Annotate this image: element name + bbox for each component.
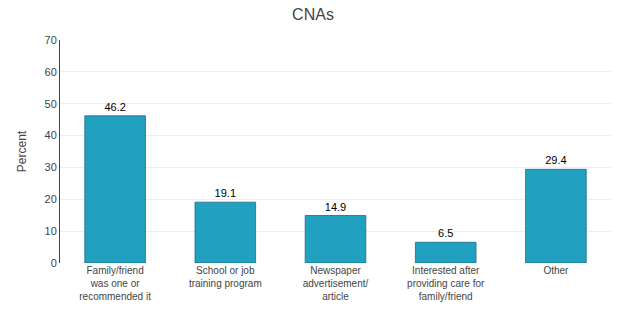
svg-text:14.9: 14.9 <box>325 201 346 213</box>
svg-text:Other: Other <box>543 265 569 276</box>
svg-text:Interested afterproviding care: Interested afterproviding care forfamily… <box>407 265 485 302</box>
svg-text:CNAs: CNAs <box>292 6 334 23</box>
svg-text:70: 70 <box>45 34 57 46</box>
svg-text:60: 60 <box>45 66 57 78</box>
svg-text:Newspaperadvertisement/article: Newspaperadvertisement/article <box>303 265 369 302</box>
svg-text:50: 50 <box>45 98 57 110</box>
svg-text:20: 20 <box>45 193 57 205</box>
svg-text:Family/friendwas one orrecomme: Family/friendwas one orrecommended it <box>79 265 151 302</box>
svg-text:Percent: Percent <box>15 130 29 172</box>
svg-text:29.4: 29.4 <box>545 154 566 166</box>
svg-text:19.1: 19.1 <box>215 187 236 199</box>
svg-text:0: 0 <box>51 257 57 269</box>
svg-text:40: 40 <box>45 129 57 141</box>
svg-text:6.5: 6.5 <box>438 227 453 239</box>
svg-text:30: 30 <box>45 161 57 173</box>
svg-text:School or jobtraining program: School or jobtraining program <box>189 265 262 289</box>
svg-text:46.2: 46.2 <box>104 101 125 113</box>
svg-text:10: 10 <box>45 225 57 237</box>
